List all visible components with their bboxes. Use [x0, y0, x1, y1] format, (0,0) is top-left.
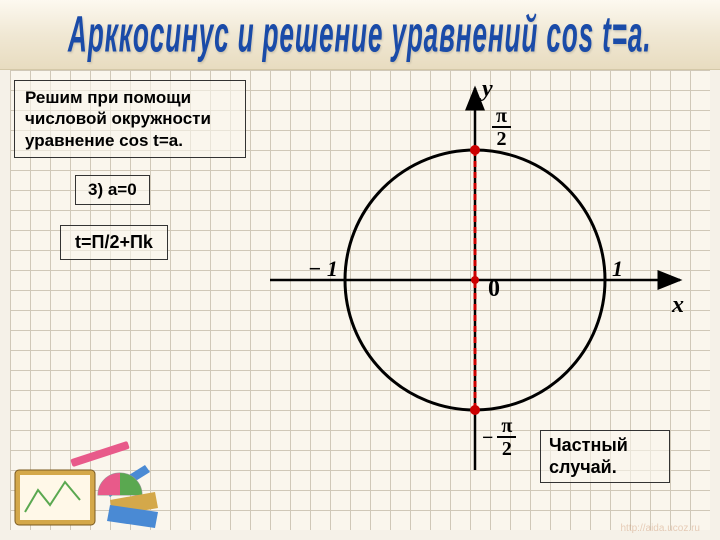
- formula-box: t=П/2+Пk: [60, 225, 168, 260]
- title-bar: Арккосинус и решение уравнений cos t=a.: [0, 0, 720, 70]
- title-text: Арккосинус и решение уравнений cos t=a.: [68, 5, 651, 64]
- case-box: 3) а=0: [75, 175, 150, 205]
- bot-frac-den: 2: [497, 438, 516, 460]
- origin-label: 0: [488, 276, 500, 303]
- unit-circle-diagram: y x 0 − 1 1 π 2 − π 2: [260, 80, 690, 480]
- top-frac-num: π: [492, 106, 511, 128]
- case-label: 3) а=0: [88, 180, 137, 199]
- top-frac-den: 2: [492, 128, 511, 150]
- main-text-box: Решим при помощи числовой окружности ура…: [14, 80, 246, 158]
- point-bottom: [470, 405, 480, 415]
- formula-text: t=П/2+Пk: [75, 232, 153, 252]
- x-axis-label: x: [672, 292, 684, 319]
- stationery-icon: [10, 440, 160, 530]
- main-line-2: числовой окружности: [25, 108, 235, 129]
- bot-frac-sign: −: [482, 427, 493, 450]
- bottom-fraction: − π 2: [482, 416, 516, 460]
- neg1-label: − 1: [308, 256, 338, 282]
- bot-frac-num: π: [497, 416, 516, 438]
- y-axis-label: y: [482, 76, 493, 103]
- point-top: [470, 145, 480, 155]
- main-line-1: Решим при помощи: [25, 87, 235, 108]
- main-line-3: уравнение cos t=a.: [25, 130, 235, 151]
- watermark: http://aida.ucoz.ru: [621, 523, 701, 534]
- point-origin: [471, 276, 479, 284]
- pos1-label: 1: [612, 256, 623, 282]
- top-fraction: π 2: [492, 106, 511, 150]
- slide: Арккосинус и решение уравнений cos t=a. …: [0, 0, 720, 540]
